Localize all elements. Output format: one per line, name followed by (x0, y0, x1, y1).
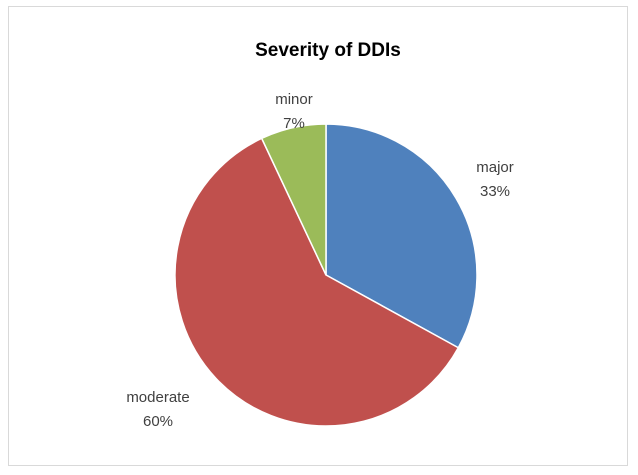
pie-slice-major (325, 123, 478, 349)
pie-labels: major 33% moderate 60% minor 7% (126, 91, 513, 430)
pie-slices (174, 123, 478, 427)
slice-label-moderate-name: moderate (126, 389, 189, 406)
slice-label-minor-name: minor (275, 91, 313, 108)
slice-label-moderate-pct: 60% (143, 413, 173, 430)
slice-label-minor-pct: 7% (283, 115, 305, 132)
slice-label-major-pct: 33% (480, 183, 510, 200)
chart-title: Severity of DDIs (255, 40, 401, 61)
pie-slice-moderate (174, 137, 460, 427)
pie-slice-minor (260, 123, 327, 276)
slice-label-major-name: major (476, 159, 514, 176)
